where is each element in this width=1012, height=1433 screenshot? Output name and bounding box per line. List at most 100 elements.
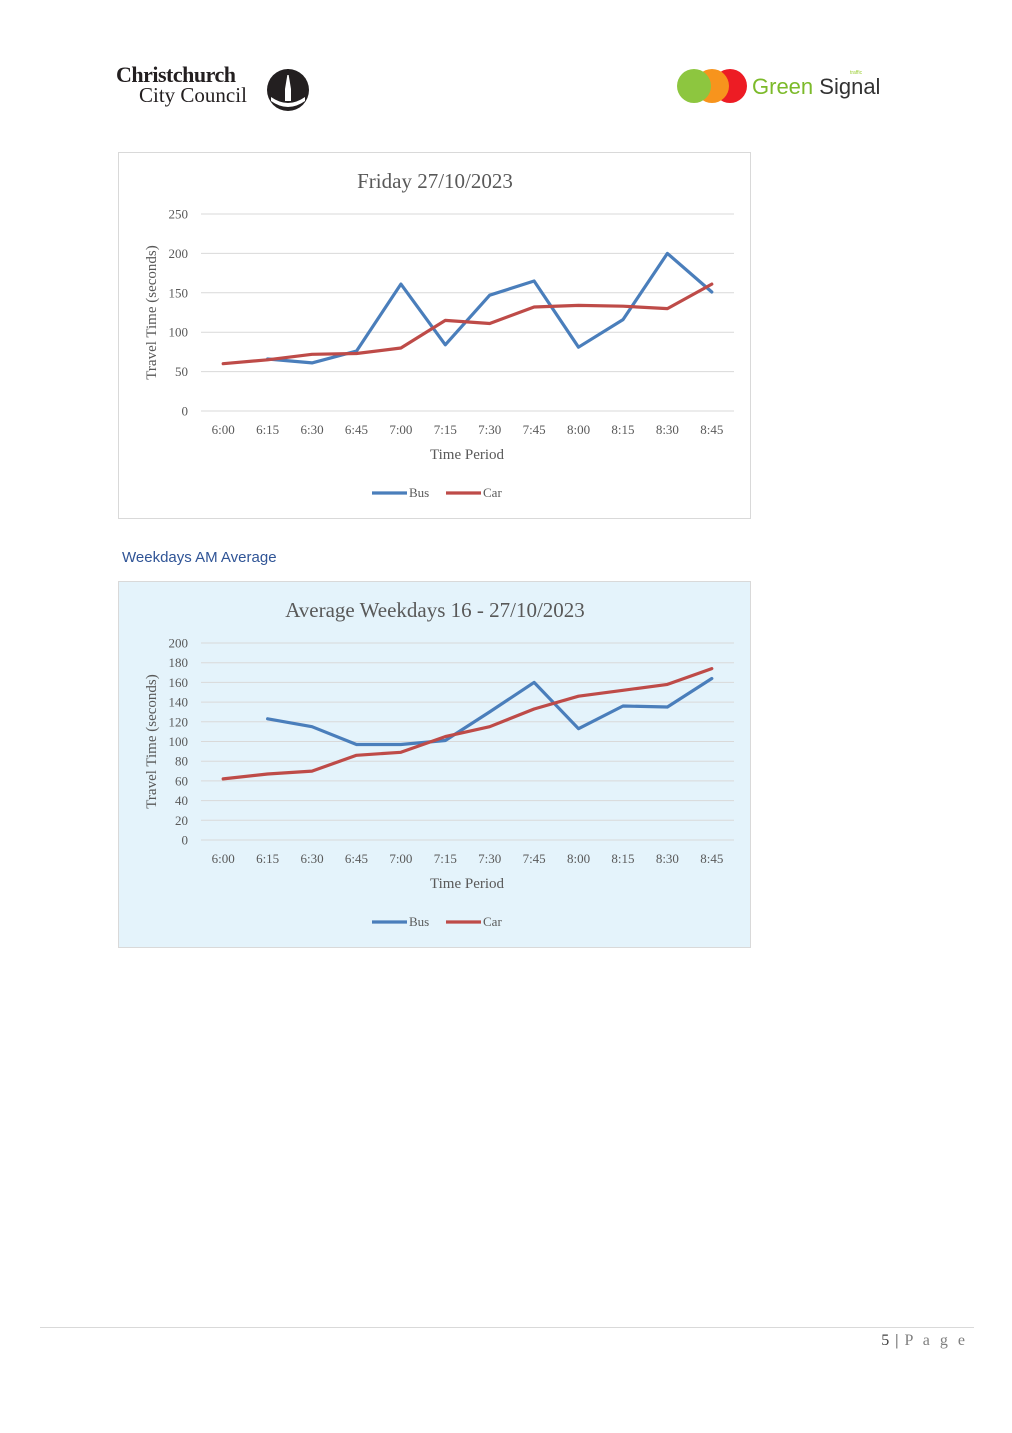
bus-data-point [400,743,402,746]
bus-data-point [400,283,402,285]
y-tick-label: 60 [175,773,188,788]
car-data-point [311,770,313,772]
bus-legend-label: Bus [409,914,429,929]
car-data-point [355,754,358,757]
gs-tagline: traffic [850,70,863,76]
car-data-point [488,725,491,728]
x-tick-label: 8:45 [700,422,723,437]
green-signal-logo: Green Signal traffic [674,66,894,110]
y-axis-title: Travel Time (seconds) [144,245,160,379]
bus-data-point [622,705,624,707]
car-data-point [577,695,580,697]
x-tick-label: 8:15 [611,422,634,437]
car-data-point [577,304,580,307]
bus-data-point [311,725,313,728]
x-tick-label: 6:00 [212,422,235,437]
bus-data-point [488,711,491,713]
chart-title: Friday 27/10/2023 [357,169,513,193]
y-tick-label: 100 [169,325,189,340]
bus-data-point [666,706,669,708]
bus-data-point [666,252,669,255]
bus-data-point [444,344,447,346]
car-data-point [266,773,269,775]
x-tick-label: 6:00 [212,851,235,866]
y-tick-label: 40 [175,793,188,808]
average-weekdays-travel-time-chart: Average Weekdays 16 - 27/10/2023 0 20 40 60 8… [118,581,751,948]
bus-data-point [710,291,713,293]
cathedral-emblem-icon [267,69,309,111]
car-data-point [622,305,624,307]
bus-data-point [533,280,535,282]
y-tick-label: 100 [169,734,189,749]
page-number-separator: | [895,1332,900,1349]
car-data-point [666,307,669,310]
bus-legend-label: Bus [409,485,429,500]
y-tick-label: 160 [169,675,189,690]
y-tick-label: 0 [182,833,189,848]
x-tick-label: 7:30 [478,422,501,437]
y-tick-label: 200 [169,636,189,651]
page-label: P a g e [904,1332,968,1349]
green-signal-wordmark: Green Signal [752,74,880,100]
y-tick-label: 80 [175,754,188,769]
y-tick-label: 120 [169,714,189,729]
car-data-point [311,353,313,356]
christchurch-city-council-logo: Christchurch City Council [116,64,316,116]
car-data-point [444,319,447,322]
car-data-point [266,358,269,361]
car-data-point [622,689,624,692]
y-tick-label: 200 [169,246,189,261]
car-data-point [710,283,713,285]
bus-data-point [444,739,447,742]
x-tick-label: 7:45 [523,851,546,866]
car-series-line [221,282,714,366]
x-tick-label: 6:45 [345,851,368,866]
car-data-point [444,735,447,738]
x-tick-label: 7:00 [389,851,412,866]
ccc-logo-line1: Christchurch [116,62,236,87]
x-tick-label: 8:15 [611,851,634,866]
car-data-point [710,667,713,670]
y-tick-label: 180 [169,655,189,670]
friday-travel-time-chart: Friday 27/10/2023 0 50 100 150 200 250 6:00 6:15… [118,152,751,519]
ccc-logo-line2: City Council [139,83,247,107]
car-legend-label: Car [483,485,502,500]
bus-data-point [311,362,313,364]
x-tick-label: 7:30 [478,851,501,866]
car-data-point [400,347,402,349]
page-number: 5 | P a g e [881,1332,968,1350]
x-tick-label: 7:00 [389,422,412,437]
car-legend-label: Car [483,914,502,929]
car-data-point [400,751,402,754]
bus-data-point [488,294,491,296]
car-data-point [222,362,225,365]
chart-title: Average Weekdays 16 - 27/10/2023 [285,598,585,622]
car-data-point [533,708,535,710]
y-tick-label: 140 [169,695,189,710]
car-data-point [666,683,669,686]
bus-data-point [577,346,580,348]
y-tick-label: 0 [182,404,189,419]
bus-data-point [622,318,624,321]
x-tick-label: 6:45 [345,422,368,437]
x-tick-label: 6:30 [300,851,323,866]
bus-data-point [266,718,269,720]
x-tick-label: 8:00 [567,851,590,866]
y-tick-label: 20 [175,813,188,828]
section-heading: Weekdays AM Average [122,549,277,566]
page-number-value: 5 [881,1332,891,1349]
x-tick-label: 8:30 [656,422,679,437]
x-axis-title: Time Period [430,447,505,463]
traffic-light-dots-icon [677,69,747,103]
gs-word-green: Green [752,74,814,99]
y-tick-label: 50 [175,364,188,379]
x-tick-label: 8:30 [656,851,679,866]
bus-data-point [577,727,580,730]
bus-data-point [355,350,358,352]
bus-data-point [710,677,713,680]
x-tick-label: 7:45 [523,422,546,437]
x-tick-label: 8:45 [700,851,723,866]
x-tick-label: 6:15 [256,851,279,866]
x-tick-label: 7:15 [434,422,457,437]
gs-word-signal: Signal [819,74,881,99]
